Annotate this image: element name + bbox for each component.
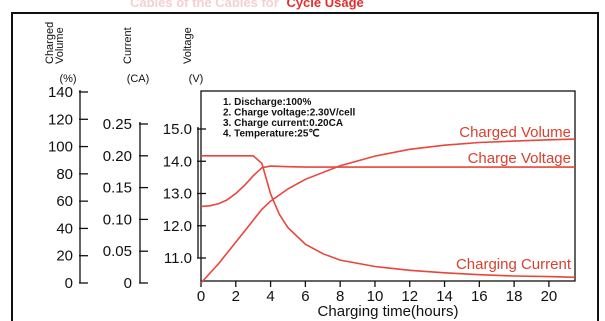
x-tick-label-6: 12 bbox=[401, 288, 418, 305]
plot-area: 0 2 4 6 8 10 12 14 16 18 20 Charged Volume Charge V… bbox=[197, 90, 576, 320]
plot-border bbox=[200, 90, 576, 282]
axis-tick-label-current-3: 0.15 bbox=[103, 180, 132, 197]
series-labels: Charged Volume Charge Voltage Charging Cur… bbox=[456, 124, 572, 273]
x-tick-label-10: 20 bbox=[541, 288, 558, 305]
axis-header-current-0: Current bbox=[122, 27, 134, 64]
series-line-1 bbox=[200, 165, 575, 208]
x-tick-label-1: 2 bbox=[232, 288, 240, 305]
axis-tick-label-voltage-3: 14.0 bbox=[163, 153, 192, 170]
top-caption: Cables of the Cables for Cycle Usage bbox=[130, 0, 364, 10]
axis-tick-label-current-1: 0.05 bbox=[103, 243, 132, 260]
left-axes: 0 20 40 60 80 100 120 140 0 0.05 0.10 0.15 0.20 0.25 1… bbox=[48, 84, 206, 292]
axis-header-volume-1: Volume bbox=[54, 27, 66, 64]
axis-unit-volume: (%) bbox=[59, 73, 76, 85]
axis-header-volume-0: Charged bbox=[44, 22, 56, 64]
condition-0: 1. Discharge:100% bbox=[223, 97, 311, 108]
series-line-2 bbox=[201, 155, 576, 279]
condition-3: 4. Temperature:25℃ bbox=[223, 129, 320, 140]
axis-tick-label-volume-5: 100 bbox=[48, 139, 73, 156]
conditions-note: 1. Discharge:100%2. Charge voltage:2.30V… bbox=[223, 97, 356, 140]
axis-tick-label-current-2: 0.10 bbox=[103, 211, 132, 228]
axis-tick-label-volume-7: 140 bbox=[48, 84, 73, 101]
condition-1: 2. Charge voltage:2.30V/cell bbox=[223, 108, 356, 119]
top-caption-prefix: Cables of the Cables for bbox=[130, 0, 279, 10]
x-tick-label-2: 4 bbox=[266, 288, 274, 305]
axis-tick-label-voltage-1: 12.0 bbox=[163, 218, 192, 235]
series-lines bbox=[200, 138, 576, 284]
x-axis: 0 2 4 6 8 10 12 14 16 18 20 bbox=[197, 281, 557, 305]
top-caption-highlight: Cycle Usage bbox=[286, 0, 363, 10]
x-axis-label: Charging time(hours) bbox=[318, 303, 459, 320]
x-tick-label-4: 8 bbox=[336, 288, 344, 305]
series-label-0: Charged Volume bbox=[459, 124, 571, 141]
series-label-2: Charging Current bbox=[456, 256, 572, 273]
axis-tick-label-voltage-2: 13.0 bbox=[163, 186, 192, 203]
axis-tick-label-volume-4: 80 bbox=[56, 166, 73, 183]
axis-tick-label-voltage-0: 11.0 bbox=[164, 250, 192, 267]
x-tick-label-8: 16 bbox=[471, 288, 488, 305]
axis-tick-label-current-5: 0.25 bbox=[103, 116, 132, 133]
axis-tick-label-volume-6: 120 bbox=[48, 111, 73, 128]
series-line-0 bbox=[200, 138, 576, 284]
series-label-1: Charge Voltage bbox=[468, 150, 571, 167]
axis-tick-label-volume-3: 60 bbox=[56, 193, 73, 210]
axis-tick-label-volume-1: 20 bbox=[56, 248, 73, 265]
axis-tick-label-volume-0: 0 bbox=[65, 275, 73, 292]
axis-header-voltage-0: Voltage bbox=[182, 27, 194, 64]
x-tick-label-7: 14 bbox=[436, 288, 453, 305]
axis-tick-label-volume-2: 40 bbox=[56, 220, 73, 237]
x-tick-label-0: 0 bbox=[197, 288, 205, 305]
axis-unit-current: (CA) bbox=[127, 73, 150, 85]
axis-tick-label-current-4: 0.20 bbox=[103, 148, 132, 165]
axis-unit-voltage: (V) bbox=[189, 73, 204, 85]
frame-border bbox=[11, 12, 599, 321]
x-tick-label-5: 10 bbox=[367, 288, 384, 305]
axis-tick-label-voltage-4: 15.0 bbox=[163, 121, 192, 138]
x-tick-label-9: 18 bbox=[506, 288, 523, 305]
x-tick-label-3: 6 bbox=[301, 288, 309, 305]
condition-2: 3. Charge current:0.20CA bbox=[223, 118, 343, 129]
axis-tick-label-current-0: 0 bbox=[124, 275, 132, 292]
